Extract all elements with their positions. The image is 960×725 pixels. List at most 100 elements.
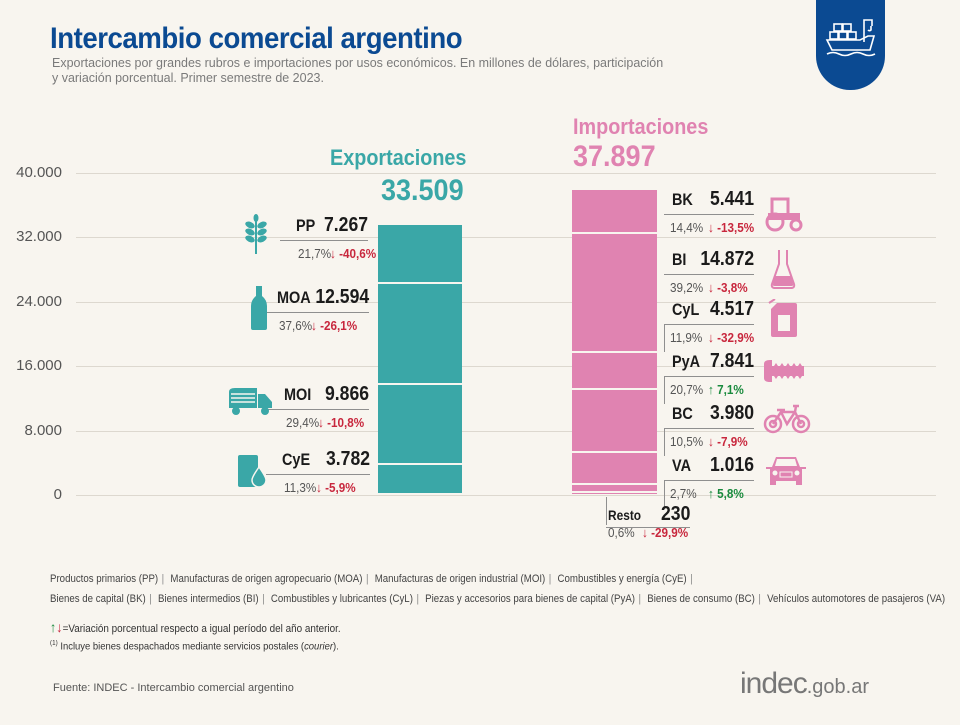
bicycle-icon [763, 404, 811, 434]
segment-code: PyA [672, 352, 701, 371]
bar-segment-resto [572, 493, 657, 495]
segment-share: 20,7% [670, 382, 704, 397]
segment-value: 5.441 [709, 188, 754, 210]
segment-share: 11,3% [284, 480, 317, 495]
bar-segment-va [572, 484, 657, 492]
y-tick-label: 8.000 [24, 422, 62, 439]
segment-label-bc: BC 3.980 10,5% ↓ -7,9% [664, 402, 754, 454]
leader-bracket [664, 480, 665, 508]
legend-exports: Productos primarios (PP) | Manufacturas d… [50, 573, 693, 585]
segment-share: 2,7% [670, 486, 697, 501]
segment-value: 9.866 [324, 383, 369, 405]
legend-imports: Bienes de capital (BK) | Bienes intermedi… [50, 593, 946, 605]
legend-item-va: Vehículos automotores de pasajeros (VA) [767, 593, 946, 605]
segment-variation: ↓ -13,5% [708, 220, 755, 235]
screw-icon [764, 360, 804, 382]
oil-barrel-icon [238, 455, 267, 487]
segment-label-cyl: CyL 4.517 11,9% ↓ -32,9% [664, 298, 755, 350]
legend-item-bi: Bienes intermedios (BI) [158, 593, 259, 605]
segment-value: 7.267 [323, 214, 368, 236]
gridline [76, 173, 936, 174]
legend-item-pp: Productos primarios (PP) [50, 573, 159, 585]
segment-label-pya: PyA 7.841 20,7% ↑ 7,1% [664, 350, 754, 402]
segment-value: 230 [660, 503, 690, 525]
segment-share: 10,5% [670, 434, 704, 449]
gridline [76, 302, 936, 303]
segment-label-bk: BK 5.441 14,4% ↓ -13,5% [664, 188, 755, 240]
segment-underline [664, 274, 754, 275]
segment-label-pp: PP 7.267 21,7% ↓ -40,6% [280, 214, 376, 266]
segment-underline [280, 240, 368, 241]
segment-value: 4.517 [709, 298, 754, 320]
legend-item-moi: Manufacturas de origen industrial (MOI) [374, 573, 546, 585]
segment-label-resto: Resto 230 0,6% ↓ -29,9% [606, 503, 690, 543]
segment-variation: ↓ -5,9% [316, 480, 356, 495]
bar-segment-bc [572, 452, 657, 483]
segment-underline [261, 312, 369, 313]
segment-underline [266, 474, 370, 475]
imports-header: Importaciones [573, 114, 709, 139]
segment-code: MOI [284, 385, 312, 404]
bar-segment-cyl [572, 353, 657, 388]
segment-value: 3.980 [709, 402, 754, 424]
segment-value: 1.016 [709, 454, 754, 476]
segment-value: 3.782 [325, 448, 370, 470]
flask-icon [770, 250, 796, 289]
segment-underline [664, 324, 754, 325]
truck-icon [229, 388, 272, 415]
indec-logo[interactable]: indec.gob.ar [740, 667, 869, 700]
legend-item-cyl: Combustibles y lubricantes (CyL) [270, 593, 413, 605]
y-tick-label: 24.000 [16, 293, 62, 310]
segment-share: 14,4% [670, 220, 704, 235]
segment-share: 21,7% [298, 246, 332, 261]
segment-variation: ↓ -32,9% [708, 330, 755, 345]
y-tick-label: 16.000 [16, 357, 62, 374]
imports-total: 37.897 [573, 140, 656, 173]
segment-value: 7.841 [709, 350, 754, 372]
segment-share: 11,9% [670, 330, 703, 345]
segment-code: CyE [282, 450, 311, 469]
segment-variation: ↓ -29,9% [642, 525, 689, 540]
segment-variation: ↓ -7,9% [708, 434, 748, 449]
segment-underline [664, 376, 754, 377]
leader-bracket [664, 428, 665, 456]
segment-label-va: VA 1.016 2,7% ↑ 5,8% [664, 454, 754, 506]
y-tick-label: 0 [53, 486, 62, 503]
bar-segment-pp [378, 225, 462, 282]
segment-code: MOA [277, 288, 311, 307]
segment-code: BC [672, 404, 693, 423]
source-note: Fuente: INDEC - Intercambio comercial ar… [53, 682, 294, 694]
segment-label-moa: MOA 12.594 37,6% ↓ -26,1% [261, 286, 369, 338]
bar-segment-moi [378, 385, 462, 463]
segment-variation: ↓ -3,8% [708, 280, 748, 295]
legend-item-cye: Combustibles y energía (CyE) [557, 573, 687, 585]
bar-segment-bi [572, 233, 657, 352]
segment-underline [268, 409, 369, 410]
bar-segment-moa [378, 283, 462, 384]
leader-bracket [664, 324, 665, 352]
segment-code: BI [672, 250, 687, 269]
segment-underline [664, 480, 754, 481]
legend-item-bc: Bienes de consumo (BC) [647, 593, 755, 605]
segment-variation: ↑ 7,1% [708, 382, 744, 397]
segment-code: Resto [608, 507, 642, 523]
segment-variation: ↓ -26,1% [311, 318, 358, 333]
segment-underline [664, 214, 754, 215]
bar-segment-cye [378, 464, 462, 493]
y-tick-label: 32.000 [16, 228, 62, 245]
gridline [76, 237, 936, 238]
fuel-can-icon [768, 299, 797, 337]
header-badge [816, 0, 885, 90]
segment-variation: ↑ 5,8% [708, 486, 744, 501]
cargo-ship-icon [825, 19, 876, 57]
segment-share: 37,6% [279, 318, 313, 333]
legend-item-pya: Piezas y accesorios para bienes de capit… [425, 593, 636, 605]
bar-segment-bk [572, 189, 657, 232]
gridline [76, 366, 936, 367]
exports-total: 33.509 [381, 174, 464, 207]
bottle-icon [251, 286, 267, 330]
segment-share: 29,4% [286, 415, 320, 430]
gridline [76, 495, 936, 496]
car-icon [766, 457, 806, 485]
segment-underline [664, 428, 754, 429]
